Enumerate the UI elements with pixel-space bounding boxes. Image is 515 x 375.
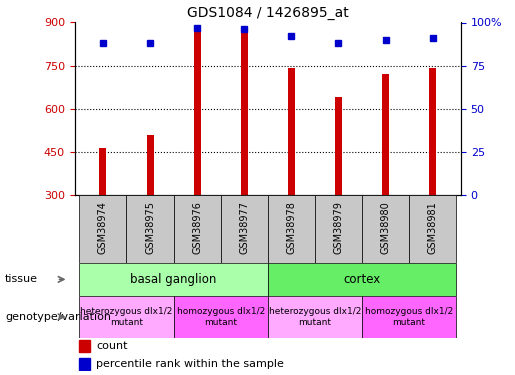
Bar bbox=[429, 69, 436, 195]
Bar bbox=[362, 296, 456, 338]
Text: GSM38974: GSM38974 bbox=[98, 201, 108, 254]
Text: GSM38981: GSM38981 bbox=[427, 201, 438, 254]
Bar bbox=[268, 262, 456, 296]
Text: basal ganglion: basal ganglion bbox=[130, 273, 217, 286]
Bar bbox=[78, 358, 90, 370]
Bar bbox=[409, 195, 456, 262]
Bar bbox=[268, 195, 315, 262]
Bar bbox=[382, 74, 389, 195]
Bar bbox=[174, 195, 221, 262]
Bar bbox=[79, 262, 268, 296]
Text: GSM38976: GSM38976 bbox=[192, 201, 202, 254]
Title: GDS1084 / 1426895_at: GDS1084 / 1426895_at bbox=[187, 6, 349, 20]
Text: GSM38980: GSM38980 bbox=[381, 201, 390, 254]
Text: count: count bbox=[96, 341, 127, 351]
Bar bbox=[221, 195, 268, 262]
Text: GSM38978: GSM38978 bbox=[286, 201, 296, 254]
Bar bbox=[335, 97, 342, 195]
Bar bbox=[174, 296, 268, 338]
Bar bbox=[194, 31, 201, 195]
Bar bbox=[79, 195, 127, 262]
Text: GSM38977: GSM38977 bbox=[239, 201, 249, 254]
Bar bbox=[315, 195, 362, 262]
Text: homozygous dlx1/2
mutant: homozygous dlx1/2 mutant bbox=[365, 307, 453, 327]
Bar bbox=[78, 340, 90, 352]
Text: percentile rank within the sample: percentile rank within the sample bbox=[96, 359, 284, 369]
Bar bbox=[79, 296, 174, 338]
Bar bbox=[268, 296, 362, 338]
Text: heterozygous dlx1/2
mutant: heterozygous dlx1/2 mutant bbox=[269, 307, 361, 327]
Bar bbox=[146, 135, 153, 195]
Text: cortex: cortex bbox=[344, 273, 381, 286]
Bar bbox=[127, 195, 174, 262]
Text: heterozygous dlx1/2
mutant: heterozygous dlx1/2 mutant bbox=[80, 307, 173, 327]
Text: GSM38975: GSM38975 bbox=[145, 201, 155, 254]
Text: GSM38979: GSM38979 bbox=[333, 201, 344, 254]
Bar bbox=[99, 148, 107, 195]
Bar bbox=[241, 31, 248, 195]
Bar bbox=[362, 195, 409, 262]
Text: genotype/variation: genotype/variation bbox=[5, 312, 111, 322]
Text: tissue: tissue bbox=[5, 274, 38, 284]
Text: homozygous dlx1/2
mutant: homozygous dlx1/2 mutant bbox=[177, 307, 265, 327]
Bar bbox=[288, 69, 295, 195]
